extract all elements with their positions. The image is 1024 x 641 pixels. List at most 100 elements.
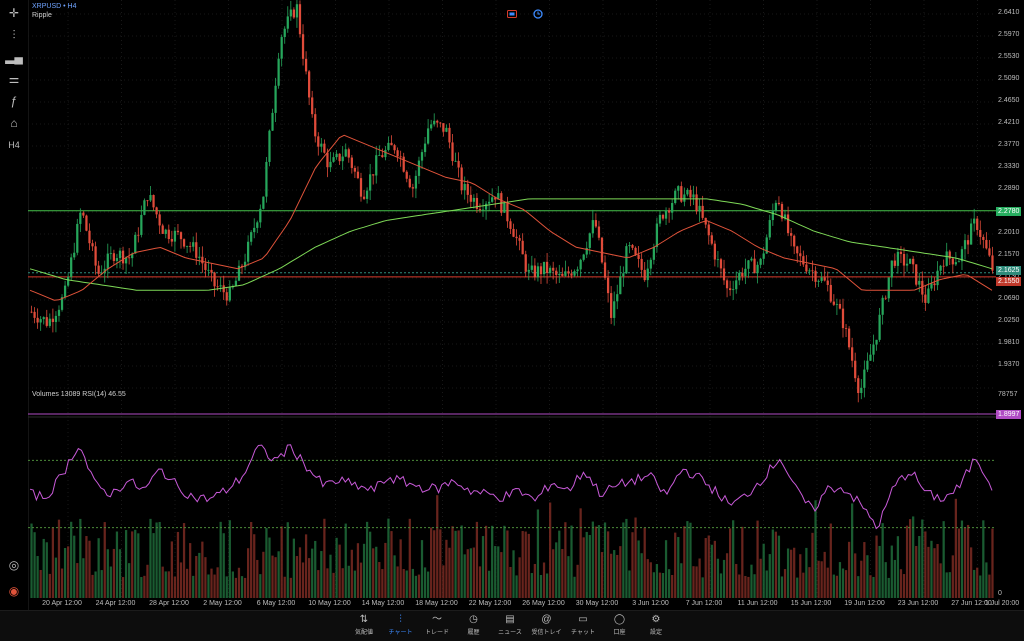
candle-body	[204, 263, 207, 270]
bar-chart-icon[interactable]: ▂▄	[5, 50, 23, 64]
volume-bar	[677, 537, 680, 598]
candle-body	[786, 214, 790, 234]
candle-body	[973, 218, 976, 224]
volume-bar	[683, 526, 686, 598]
price-axis[interactable]: 2.6410 2.5970 2.5530 2.5090 2.4650 2.4210 2.37…	[996, 0, 1024, 610]
tab-chat[interactable]: ▭ チャット	[561, 613, 605, 636]
volume-bar	[91, 574, 94, 598]
volume-bar	[137, 533, 140, 598]
volume-bar	[365, 521, 369, 598]
candle-body	[277, 58, 280, 86]
volume-bar	[802, 572, 805, 598]
volume-bar	[88, 540, 91, 598]
candle-body	[722, 268, 726, 281]
candle-body	[301, 34, 305, 59]
tab-label: トレード	[424, 630, 449, 636]
candle-body	[460, 167, 463, 191]
candle-body	[765, 237, 768, 254]
objects-icon[interactable]: ⌂	[10, 116, 18, 130]
volume-bar	[317, 570, 320, 598]
one-click-trading-icon[interactable]	[507, 9, 517, 19]
candle-body	[265, 161, 268, 197]
volume-bar	[60, 568, 64, 598]
volume-bar	[524, 531, 527, 598]
tab-trade[interactable]: 〜トレード	[415, 613, 459, 636]
candle-body	[582, 254, 585, 260]
timeframe-label[interactable]: H4	[8, 140, 20, 150]
symbol-label: XRPUSD • H4	[32, 3, 77, 10]
volume-bar	[182, 523, 186, 598]
candle-body	[826, 280, 829, 285]
volume-bar	[356, 543, 360, 598]
indicator-settings-icon[interactable]: ⚌	[8, 72, 20, 86]
tab-inbox[interactable]: @ 受信トレイ	[525, 613, 569, 636]
volume-bar	[576, 564, 579, 598]
time-tick-label: 6 May 12:00	[256, 600, 296, 607]
volume-bar	[295, 556, 299, 598]
candle-body	[326, 152, 329, 168]
volume-bar	[57, 519, 61, 598]
price-tick-label: 2.0250	[998, 317, 1020, 324]
candlestick-icon[interactable]: ⫶	[12, 27, 16, 42]
zoom-icon[interactable]: ◎	[8, 558, 20, 572]
volume-bar	[951, 555, 954, 598]
volume-bar	[765, 570, 768, 598]
time-tick-label: 7 Jun 12:00	[685, 600, 723, 607]
volume-bar	[826, 567, 829, 598]
tab-settings[interactable]: ⚙ 設定	[634, 613, 678, 636]
volume-bar	[250, 522, 253, 598]
candle-body	[881, 297, 884, 315]
price-tick-label: 2.5090	[998, 75, 1020, 82]
candle-body	[179, 232, 183, 240]
volume-bar	[823, 551, 826, 598]
chart-area[interactable]	[28, 0, 996, 610]
volume-bar	[396, 566, 399, 598]
candle-body	[905, 263, 909, 266]
candle-body	[219, 285, 222, 287]
candle-body	[515, 236, 518, 239]
crosshair-icon[interactable]: ✛	[8, 6, 20, 20]
volume-bar	[960, 520, 964, 598]
candle-body	[372, 174, 375, 176]
volume-bar	[472, 547, 475, 598]
timer-icon[interactable]	[533, 9, 543, 19]
volume-bar	[423, 567, 427, 598]
candle-body	[472, 197, 475, 202]
tab-history[interactable]: ◷ 履歴	[452, 613, 496, 636]
candle-body	[747, 260, 750, 269]
candle-body	[689, 189, 692, 198]
tab-chart[interactable]: ⫶ チャート	[379, 613, 423, 636]
candle-body	[606, 277, 610, 294]
volume-bar	[448, 547, 451, 598]
volume-bar	[835, 575, 839, 598]
price-chart[interactable]	[28, 0, 996, 610]
price-tick-label: 2.2010	[998, 229, 1020, 236]
volume-bar	[115, 531, 119, 598]
volume-bar	[491, 525, 494, 598]
volume-bar	[420, 540, 424, 598]
volume-bar	[692, 566, 695, 598]
function-icon[interactable]: ƒ	[10, 94, 18, 108]
candle-body	[750, 258, 753, 261]
chart-icon: ⫶	[399, 614, 402, 625]
tab-quotes[interactable]: ⇅ 気配値	[342, 613, 386, 636]
volume-bar	[259, 574, 262, 598]
candle-body	[741, 272, 744, 277]
candle-body	[875, 339, 878, 345]
candle-body	[561, 273, 564, 276]
candle-body	[756, 264, 759, 274]
volume-bar	[36, 556, 39, 598]
candle-body	[735, 280, 738, 290]
app-logo-icon[interactable]: ◉	[8, 584, 20, 598]
candle-body	[45, 317, 48, 326]
volume-bar	[545, 573, 549, 598]
tab-account[interactable]: ◯ 口座	[598, 613, 642, 636]
volume-bar	[503, 525, 506, 598]
candle-body	[634, 247, 637, 255]
candle-body	[954, 262, 957, 265]
candle-body	[469, 194, 472, 202]
candle-body	[36, 317, 39, 323]
tab-news[interactable]: ▤ ニュース	[488, 613, 532, 636]
candle-body	[780, 204, 784, 219]
time-tick-label: 19 Jun 12:00	[844, 600, 885, 607]
